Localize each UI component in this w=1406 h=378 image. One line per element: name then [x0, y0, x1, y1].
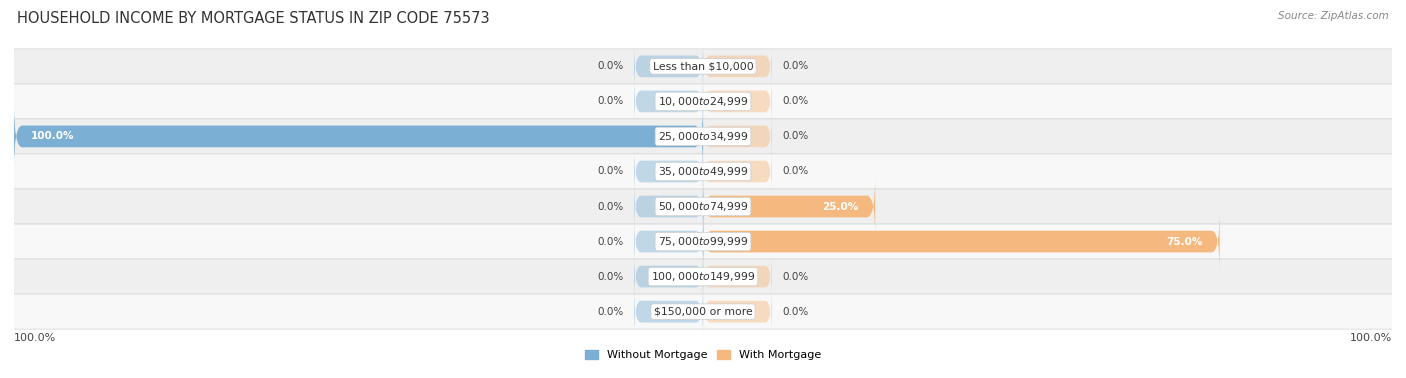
Text: 0.0%: 0.0%: [782, 166, 808, 177]
Text: $100,000 to $149,999: $100,000 to $149,999: [651, 270, 755, 283]
FancyBboxPatch shape: [703, 253, 772, 301]
Text: 0.0%: 0.0%: [598, 307, 624, 317]
Text: 0.0%: 0.0%: [782, 307, 808, 317]
FancyBboxPatch shape: [14, 105, 703, 167]
Text: 0.0%: 0.0%: [598, 237, 624, 246]
Text: 0.0%: 0.0%: [598, 61, 624, 71]
Text: 0.0%: 0.0%: [782, 271, 808, 282]
FancyBboxPatch shape: [634, 217, 703, 266]
Text: $25,000 to $34,999: $25,000 to $34,999: [658, 130, 748, 143]
FancyBboxPatch shape: [0, 119, 1406, 154]
FancyBboxPatch shape: [703, 175, 875, 238]
Text: 100.0%: 100.0%: [1350, 333, 1392, 343]
Text: 0.0%: 0.0%: [598, 166, 624, 177]
Text: 0.0%: 0.0%: [782, 96, 808, 107]
FancyBboxPatch shape: [703, 147, 772, 196]
FancyBboxPatch shape: [703, 211, 1219, 273]
FancyBboxPatch shape: [0, 259, 1406, 294]
FancyBboxPatch shape: [703, 112, 772, 161]
FancyBboxPatch shape: [634, 182, 703, 231]
FancyBboxPatch shape: [0, 84, 1406, 119]
Text: $75,000 to $99,999: $75,000 to $99,999: [658, 235, 748, 248]
Text: 0.0%: 0.0%: [782, 132, 808, 141]
FancyBboxPatch shape: [634, 42, 703, 91]
Text: $150,000 or more: $150,000 or more: [654, 307, 752, 317]
FancyBboxPatch shape: [0, 189, 1406, 224]
FancyBboxPatch shape: [0, 224, 1406, 259]
Legend: Without Mortgage, With Mortgage: Without Mortgage, With Mortgage: [581, 345, 825, 364]
Text: 0.0%: 0.0%: [598, 201, 624, 212]
Text: $50,000 to $74,999: $50,000 to $74,999: [658, 200, 748, 213]
FancyBboxPatch shape: [0, 49, 1406, 84]
FancyBboxPatch shape: [634, 147, 703, 196]
FancyBboxPatch shape: [703, 77, 772, 125]
Text: Less than $10,000: Less than $10,000: [652, 61, 754, 71]
FancyBboxPatch shape: [0, 154, 1406, 189]
FancyBboxPatch shape: [634, 287, 703, 336]
Text: 100.0%: 100.0%: [31, 132, 75, 141]
FancyBboxPatch shape: [0, 294, 1406, 329]
Text: 0.0%: 0.0%: [782, 61, 808, 71]
FancyBboxPatch shape: [703, 42, 772, 91]
Text: $10,000 to $24,999: $10,000 to $24,999: [658, 95, 748, 108]
Text: 0.0%: 0.0%: [598, 271, 624, 282]
Text: 100.0%: 100.0%: [14, 333, 56, 343]
FancyBboxPatch shape: [703, 287, 772, 336]
Text: 75.0%: 75.0%: [1166, 237, 1202, 246]
Text: HOUSEHOLD INCOME BY MORTGAGE STATUS IN ZIP CODE 75573: HOUSEHOLD INCOME BY MORTGAGE STATUS IN Z…: [17, 11, 489, 26]
Text: $35,000 to $49,999: $35,000 to $49,999: [658, 165, 748, 178]
FancyBboxPatch shape: [634, 77, 703, 125]
Text: 0.0%: 0.0%: [598, 96, 624, 107]
Text: 25.0%: 25.0%: [821, 201, 858, 212]
FancyBboxPatch shape: [634, 253, 703, 301]
Text: Source: ZipAtlas.com: Source: ZipAtlas.com: [1278, 11, 1389, 21]
